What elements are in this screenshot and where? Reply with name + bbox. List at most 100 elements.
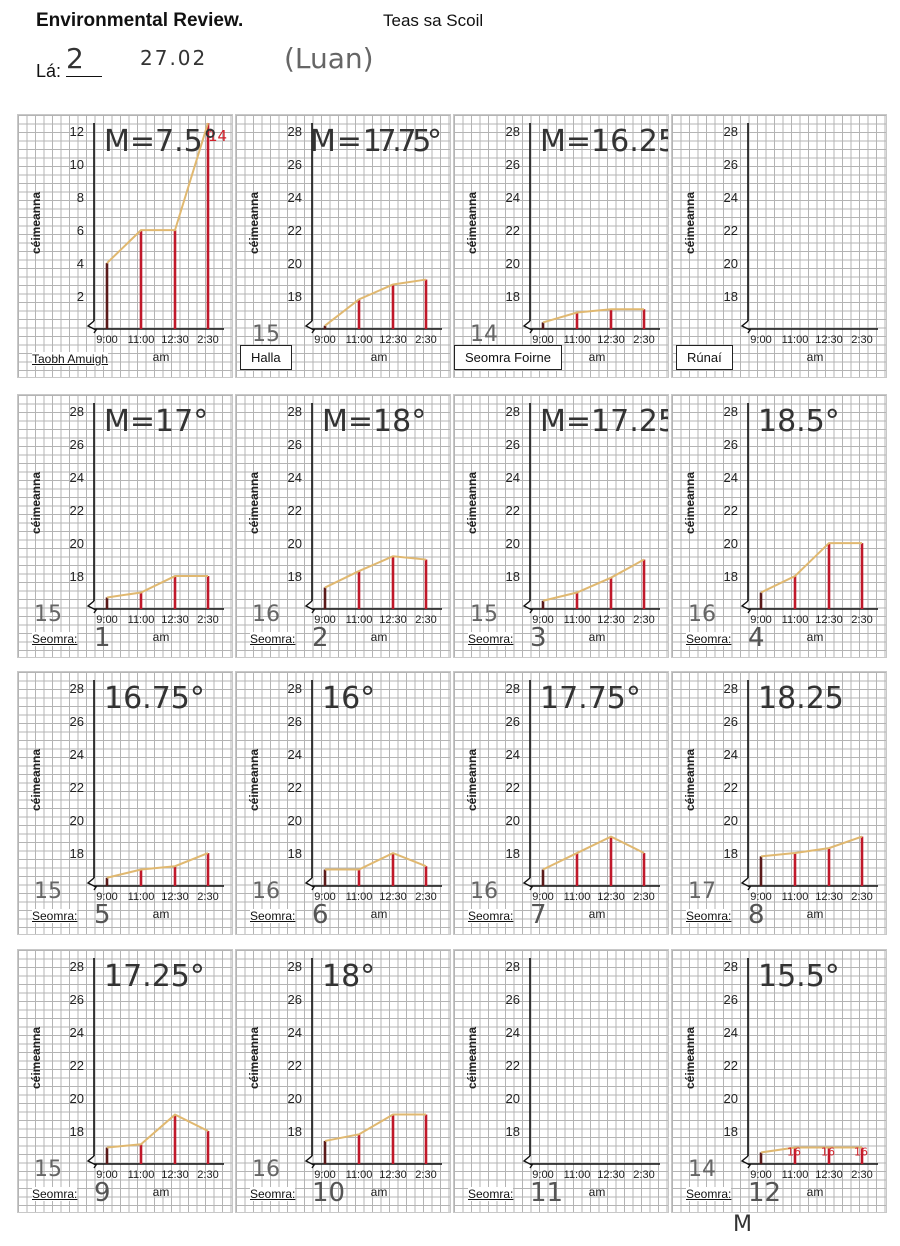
- y-axis-title: céimeanna: [29, 749, 43, 811]
- x-tick-label: 11:00: [346, 334, 373, 346]
- location-label: Seomra:: [32, 909, 78, 923]
- chart-panel-2: 18 20 22 24 26 28 céimeanna 9:00 11:00 12:30 2:30 a…: [236, 115, 450, 377]
- x-tick-label: 12:30: [815, 614, 843, 626]
- chart-svg: 18 20 22 24 26 28 céimeanna 9:00 11:00 12:30 2:30 a…: [29, 680, 224, 921]
- chart-svg: 18 20 22 24 26 28 céimeanna 9:00 11:00 12:30 2:30 a…: [465, 680, 660, 921]
- y-tick-label: 20: [506, 813, 520, 828]
- x-tick-label: 11:00: [782, 334, 809, 346]
- chart-panel-13: 18 20 22 24 26 28 céimeanna 9:00 11:00 12:30 2:30 a…: [18, 950, 232, 1212]
- chart-panel-10: 18 20 22 24 26 28 céimeanna 9:00 11:00 12:30 2:30 a…: [236, 672, 450, 934]
- room-number-handwritten: 9: [94, 1178, 111, 1208]
- y-tick-label: 18: [506, 289, 520, 304]
- y-tick-label: 24: [70, 747, 84, 762]
- room-number-handwritten: 12: [748, 1178, 782, 1208]
- y-tick-label: 6: [77, 223, 84, 238]
- axis-break: [86, 320, 98, 334]
- mean-handwritten: 18°: [322, 959, 375, 994]
- x-axis-unit: am: [807, 1185, 824, 1199]
- start-value-handwritten: 15: [34, 602, 62, 627]
- x-tick-label: 9:00: [532, 614, 553, 626]
- data-line: [324, 1113, 426, 1142]
- room-number-handwritten: 8: [748, 900, 765, 930]
- x-tick-label: 2:30: [851, 891, 872, 903]
- y-tick-label: 28: [724, 959, 738, 974]
- y-tick-label: 20: [506, 1091, 520, 1106]
- y-tick-label: 18: [506, 569, 520, 584]
- y-tick-label: 22: [288, 780, 302, 795]
- location-label: Seomra:: [250, 1187, 296, 1201]
- chart-svg: 2 4 6 8 10 12 céimeanna 9:00 11:00 12:30 2:30 am 14M…: [29, 122, 227, 364]
- x-tick-label: 9:00: [750, 614, 771, 626]
- data-line: [106, 575, 208, 599]
- x-tick-label: 2:30: [197, 334, 218, 346]
- y-axis-title: céimeanna: [465, 1027, 479, 1089]
- x-tick-label: 2:30: [851, 1169, 872, 1181]
- axis-break: [304, 320, 316, 334]
- data-line: [325, 851, 427, 871]
- x-tick-label: 12:30: [597, 614, 625, 626]
- data-line: [760, 835, 863, 858]
- axis-break: [740, 1155, 752, 1169]
- y-tick-label: 26: [70, 437, 84, 452]
- room-number-handwritten: 2: [312, 623, 329, 653]
- location-label: Seomra:: [468, 1187, 514, 1201]
- y-tick-label: 24: [506, 1025, 520, 1040]
- y-tick-label: 28: [288, 124, 302, 139]
- y-tick-label: 24: [506, 190, 520, 205]
- y-tick-label: 22: [724, 223, 738, 238]
- start-value-handwritten: 16: [252, 1157, 280, 1182]
- y-tick-label: 20: [724, 813, 738, 828]
- mean-handwritten: M=18°: [322, 404, 426, 439]
- y-tick-label: 26: [70, 992, 84, 1007]
- x-axis-unit: am: [153, 350, 170, 364]
- data-line: [542, 308, 644, 324]
- y-tick-label: 26: [506, 157, 520, 172]
- x-axis-unit: am: [589, 1185, 606, 1199]
- room-number-handwritten: 5: [94, 900, 111, 930]
- chart-svg: 18 20 22 24 26 28 céimeanna 9:00 11:00 12:30 2:30 a…: [465, 123, 668, 364]
- weekday-handwritten: (Luan): [284, 42, 374, 75]
- x-tick-label: 9:00: [96, 614, 117, 626]
- y-tick-label: 26: [288, 157, 302, 172]
- x-tick-label: 11:00: [346, 1169, 373, 1181]
- x-axis-unit: am: [589, 630, 606, 644]
- start-value-handwritten: 16: [688, 602, 716, 627]
- room-number-handwritten: 1: [94, 623, 111, 653]
- y-tick-label: 24: [70, 1025, 84, 1040]
- x-tick-label: 11:00: [128, 614, 155, 626]
- x-tick-label: 12:30: [161, 614, 189, 626]
- y-tick-label: 18: [288, 1124, 302, 1139]
- x-tick-label: 9:00: [314, 1169, 335, 1181]
- chart-panel-11: 18 20 22 24 26 28 céimeanna 9:00 11:00 12:30 2:30 a…: [454, 672, 668, 934]
- y-tick-label: 24: [724, 470, 738, 485]
- y-axis-title: céimeanna: [683, 749, 697, 811]
- y-tick-label: 28: [70, 404, 84, 419]
- y-tick-label: 20: [506, 256, 520, 271]
- y-axis-title: céimeanna: [683, 192, 697, 254]
- mean-handwritten: M=16.25°: [540, 124, 668, 159]
- data-line: [106, 852, 209, 879]
- y-tick-label: 18: [724, 569, 738, 584]
- x-tick-label: 9:00: [96, 891, 117, 903]
- y-tick-label: 24: [724, 747, 738, 762]
- y-axis-title: céimeanna: [465, 192, 479, 254]
- top-note: 14: [208, 127, 227, 145]
- y-tick-label: 28: [288, 959, 302, 974]
- x-axis-unit: am: [807, 350, 824, 364]
- y-axis-title: céimeanna: [29, 472, 43, 534]
- x-tick-label: 11:00: [564, 1169, 591, 1181]
- y-tick-label: 18: [288, 289, 302, 304]
- y-tick-label: 24: [724, 190, 738, 205]
- footer-handwritten-mark: M: [733, 1212, 752, 1237]
- y-tick-label: 26: [506, 437, 520, 452]
- start-value-handwritten: 16: [252, 602, 280, 627]
- y-tick-label: 18: [724, 846, 738, 861]
- page-subtitle: Teas sa Scoil: [383, 11, 484, 30]
- mean-handwritten: 17.75°: [540, 681, 641, 716]
- axis-break: [522, 877, 534, 891]
- axis-break: [86, 600, 98, 614]
- x-tick-label: 11:00: [346, 614, 373, 626]
- x-tick-label: 12:30: [379, 891, 407, 903]
- data-line: [106, 122, 209, 264]
- chart-svg: 18 20 22 24 26 28 céimeanna 9:00 11:00 12:30 2:30 a…: [683, 123, 878, 364]
